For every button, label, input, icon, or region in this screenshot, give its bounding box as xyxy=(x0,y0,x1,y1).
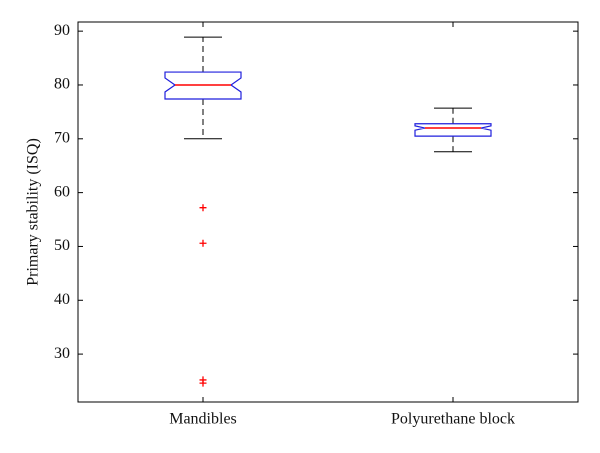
box xyxy=(164,71,242,100)
y-tick-label: 40 xyxy=(54,291,70,308)
outlier xyxy=(199,204,207,212)
y-tick-label: 60 xyxy=(54,183,70,200)
y-tick-label: 30 xyxy=(54,345,70,362)
y-tick-label: 80 xyxy=(54,76,70,93)
outlier xyxy=(199,379,207,387)
y-tick-label: 90 xyxy=(54,22,70,39)
x-tick-label: Mandibles xyxy=(169,411,237,428)
y-tick-label: 70 xyxy=(54,129,70,146)
plot-frame xyxy=(77,21,579,403)
y-tick-label: 50 xyxy=(54,237,70,254)
box xyxy=(414,123,492,137)
y-axis-label: Primary stability (ISQ) xyxy=(25,138,42,286)
outlier xyxy=(199,239,207,247)
x-tick-label: Polyurethane block xyxy=(391,411,515,428)
